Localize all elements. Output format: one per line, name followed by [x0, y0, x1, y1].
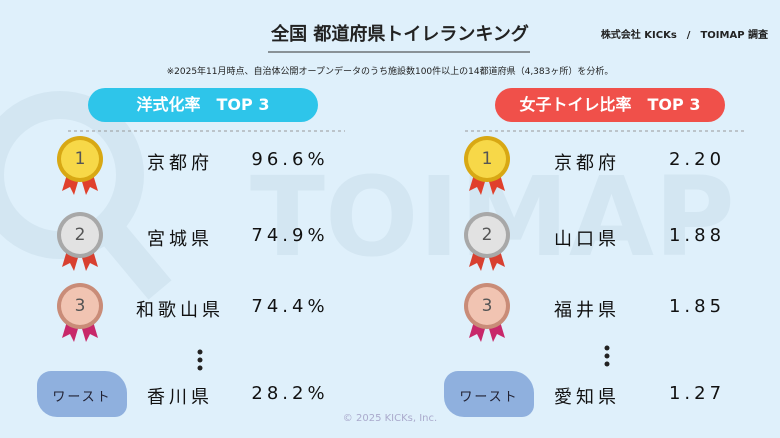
title: 全国 都道府県トイレランキング — [271, 24, 529, 45]
medal — [57, 212, 103, 271]
rank: ワースト — [459, 390, 519, 405]
medal — [464, 212, 510, 271]
watermark-icon — [98, 220, 172, 300]
prefecture: 和歌山県 — [136, 300, 224, 321]
rank: 2 — [481, 225, 493, 245]
prefecture: 宮城県 — [147, 229, 213, 250]
ellipsis — [197, 345, 610, 371]
medal — [464, 136, 510, 195]
rank: 2 — [74, 225, 86, 245]
value: 1.88 — [668, 225, 726, 246]
source: 株式会社 KICKs / TOIMAP 調査 — [600, 30, 768, 41]
rank: 1 — [481, 149, 493, 169]
value: 28.2% — [251, 383, 329, 404]
rank: 3 — [481, 296, 493, 316]
worst-badge — [37, 371, 127, 417]
rank: 1 — [74, 149, 86, 169]
value: 2.20 — [668, 149, 726, 170]
panel-title: 女子トイレ比率 TOP 3 — [495, 88, 725, 122]
panel-title: 洋式化率 TOP 3 — [88, 88, 318, 122]
prefecture: 京都府 — [147, 153, 213, 174]
prefecture: 山口県 — [554, 229, 620, 250]
value: 96.6% — [251, 149, 329, 170]
prefecture: 福井県 — [554, 300, 620, 321]
note: ※2025年11月時点、自治体公開オープンデータのうち施設数100件以上の14都… — [166, 67, 614, 77]
value: 74.9% — [251, 225, 329, 246]
rank: 3 — [74, 296, 86, 316]
medal — [57, 283, 103, 342]
value: 74.4% — [251, 296, 329, 317]
value: 1.27 — [668, 383, 726, 404]
footer: © 2025 KICKs, Inc. — [342, 413, 438, 424]
prefecture: 愛知県 — [554, 387, 620, 408]
prefecture: 京都府 — [554, 153, 620, 174]
medal — [57, 136, 103, 195]
medal — [464, 283, 510, 342]
prefecture: 香川県 — [147, 387, 213, 408]
worst-badge — [444, 371, 534, 417]
rank: ワースト — [52, 390, 112, 405]
value: 1.85 — [668, 296, 726, 317]
